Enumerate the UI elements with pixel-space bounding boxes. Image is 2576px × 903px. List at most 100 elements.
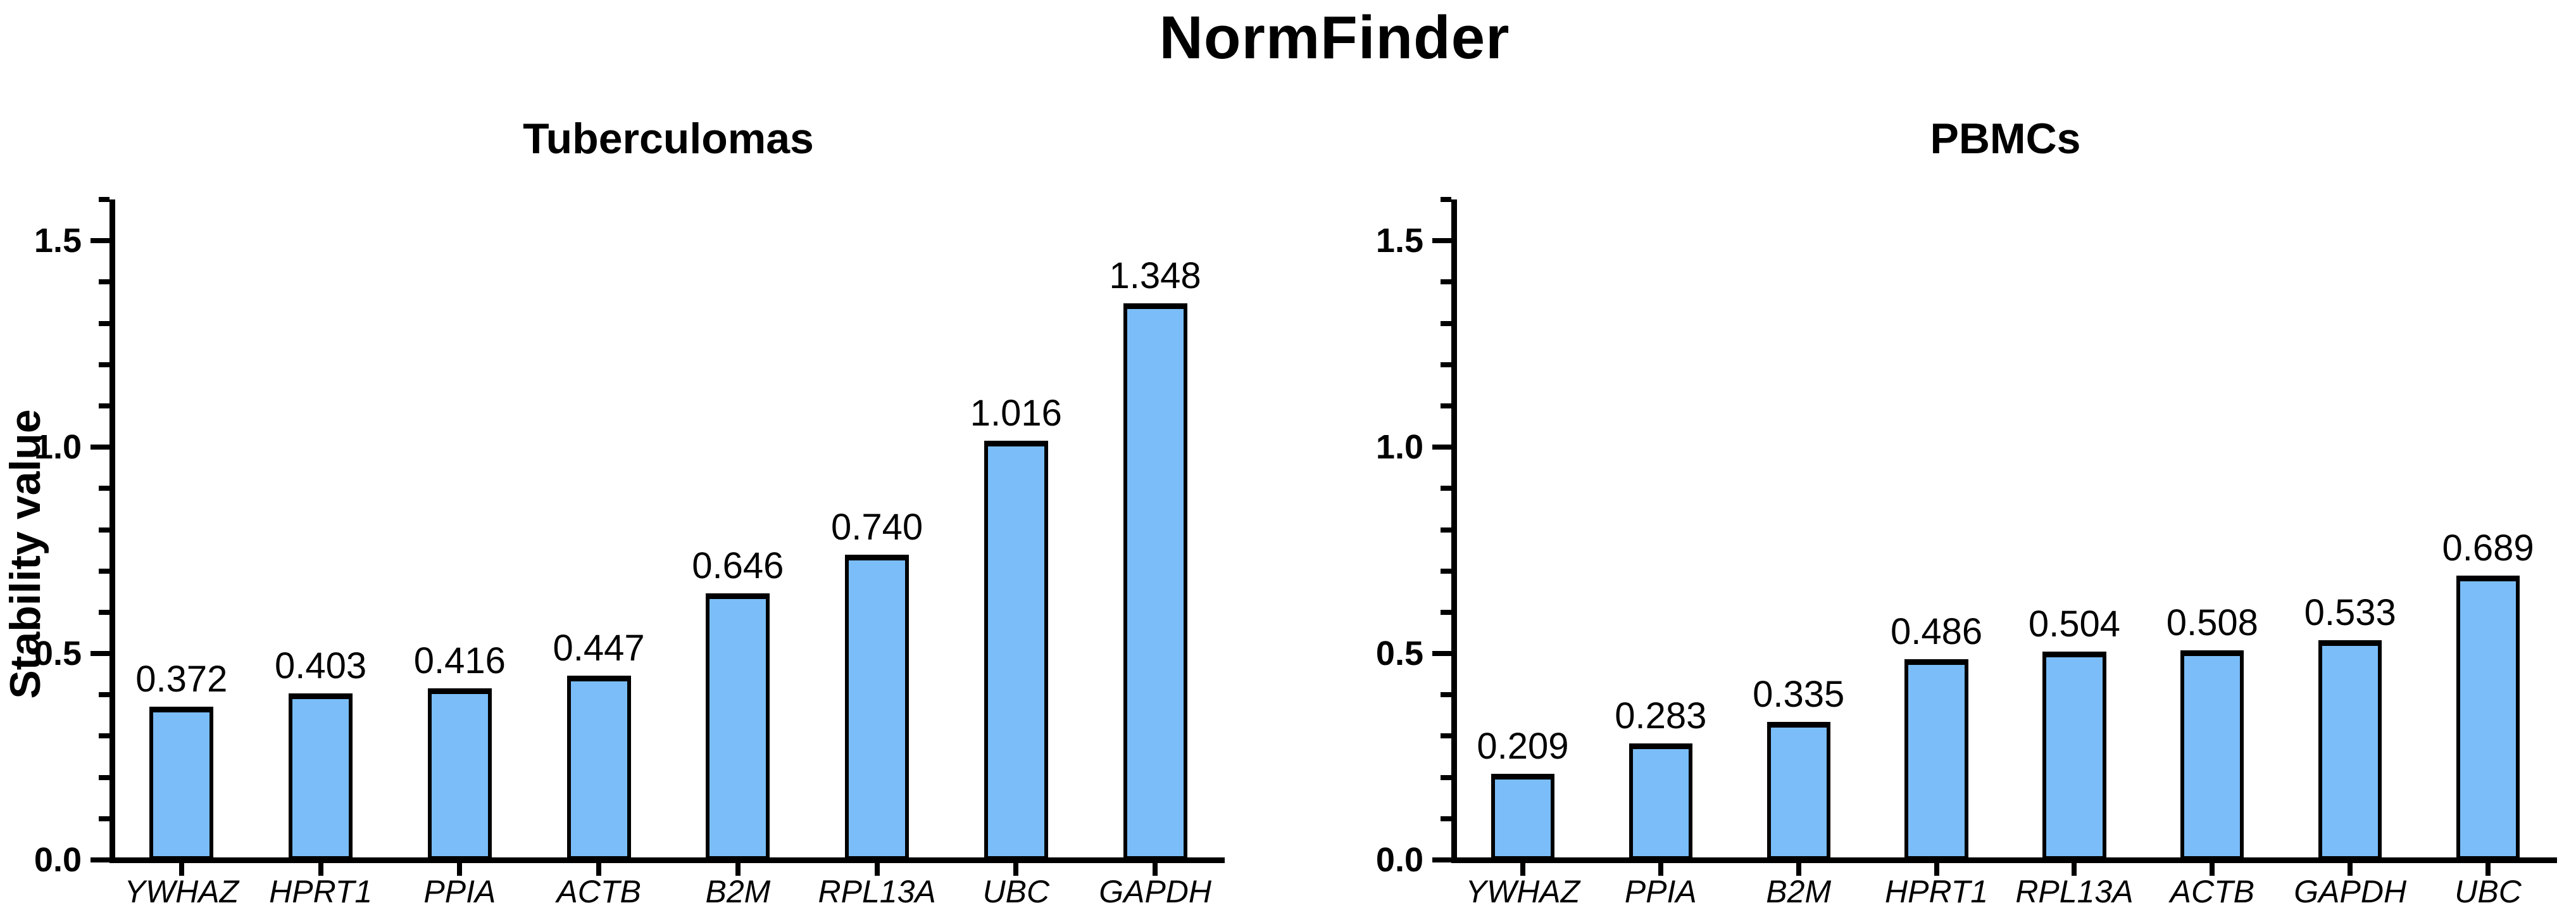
y-minor-tick xyxy=(99,362,109,367)
y-minor-tick xyxy=(1441,197,1451,202)
panel-title-pbmcs: PBMCs xyxy=(1930,115,2081,163)
y-minor-tick xyxy=(99,279,109,285)
y-tick-label: 1.5 xyxy=(1375,222,1423,260)
bar-RPL13A xyxy=(2042,652,2106,860)
bar-value-label: 0.403 xyxy=(275,645,367,687)
y-axis xyxy=(1451,199,1457,863)
x-tick-label: UBC xyxy=(982,874,1050,903)
y-minor-tick xyxy=(99,527,109,533)
plot-area-pbmcs: 0.0 0.5 1.0 1.5 0.209 YWHAZ 0.283 PPIA 0.335 B2M 0… xyxy=(1376,197,2557,903)
x-tick xyxy=(2485,863,2491,876)
bar-YWHAZ xyxy=(1491,773,1555,860)
y-minor-tick xyxy=(99,568,109,574)
x-tick xyxy=(318,863,323,876)
bar-value-label: 0.508 xyxy=(2166,602,2258,643)
bar-B2M xyxy=(1766,721,1830,860)
x-tick xyxy=(1658,863,1663,876)
y-tick-label: 1.0 xyxy=(1375,428,1423,467)
bar-value-label: 0.504 xyxy=(2028,603,2121,645)
y-minor-tick xyxy=(99,733,109,739)
x-tick-label: GAPDH xyxy=(2294,874,2407,903)
bar-HPRT1 xyxy=(289,693,353,860)
bar-GAPDH xyxy=(1123,303,1187,860)
x-tick xyxy=(2348,863,2353,876)
x-tick-label: UBC xyxy=(2454,874,2522,903)
x-tick xyxy=(2072,863,2077,876)
y-minor-tick xyxy=(1441,527,1451,533)
y-minor-tick xyxy=(1441,692,1451,698)
y-minor-tick xyxy=(99,609,109,615)
x-tick xyxy=(2210,863,2215,876)
x-tick-label: B2M xyxy=(705,874,771,903)
y-major-tick xyxy=(1432,238,1451,244)
x-tick-label: B2M xyxy=(1766,874,1832,903)
x-tick-label: PPIA xyxy=(1624,874,1697,903)
x-tick xyxy=(1013,863,1019,876)
panel-title-tuberculomas: Tuberculomas xyxy=(523,115,814,163)
x-axis xyxy=(1451,857,2557,863)
bar-value-label: 0.283 xyxy=(1615,695,1707,736)
y-major-tick xyxy=(91,445,109,450)
x-axis xyxy=(109,857,1225,863)
x-tick-label: RPL13A xyxy=(2015,874,2134,903)
bar-ACTB xyxy=(2180,650,2244,860)
x-tick xyxy=(596,863,602,876)
x-tick xyxy=(1934,863,1939,876)
x-tick-label: GAPDH xyxy=(1099,874,1212,903)
bar-value-label: 0.209 xyxy=(1477,725,1569,767)
bar-value-label: 0.533 xyxy=(2304,591,2396,633)
y-tick-label: 1.5 xyxy=(34,222,82,260)
y-minor-tick xyxy=(1441,403,1451,408)
y-major-tick xyxy=(1432,445,1451,450)
y-minor-tick xyxy=(1441,816,1451,821)
y-major-tick xyxy=(91,857,109,862)
bar-value-label: 1.348 xyxy=(1109,255,1201,297)
x-tick xyxy=(457,863,463,876)
x-tick xyxy=(735,863,741,876)
bar-B2M xyxy=(706,593,770,860)
y-minor-tick xyxy=(1441,568,1451,574)
x-tick-label: RPL13A xyxy=(818,874,936,903)
x-tick-label: PPIA xyxy=(423,874,496,903)
x-tick-label: YWHAZ xyxy=(1465,874,1580,903)
x-tick xyxy=(1796,863,1801,876)
y-major-tick xyxy=(1432,857,1451,862)
y-minor-tick xyxy=(1441,486,1451,491)
bar-UBC xyxy=(984,440,1048,860)
bar-ACTB xyxy=(566,675,631,860)
bar-PPIA xyxy=(1629,743,1692,860)
bar-HPRT1 xyxy=(1904,659,1968,860)
x-tick-label: ACTB xyxy=(2170,874,2254,903)
y-minor-tick xyxy=(1441,279,1451,285)
bar-GAPDH xyxy=(2318,640,2382,860)
y-minor-tick xyxy=(1441,733,1451,739)
bar-value-label: 0.447 xyxy=(553,627,645,669)
y-tick-label: 0.0 xyxy=(34,841,82,879)
x-tick xyxy=(874,863,880,876)
y-tick-label: 0.5 xyxy=(1375,635,1423,673)
y-minor-tick xyxy=(99,816,109,821)
y-minor-tick xyxy=(99,197,109,202)
y-minor-tick xyxy=(99,320,109,326)
bar-YWHAZ xyxy=(149,706,214,860)
y-minor-tick xyxy=(99,692,109,698)
y-tick-label: 1.0 xyxy=(34,428,82,467)
y-major-tick xyxy=(1432,651,1451,657)
y-major-tick xyxy=(91,238,109,244)
bar-value-label: 0.486 xyxy=(1890,611,1983,653)
chart-title: NormFinder xyxy=(1159,4,1510,72)
x-tick-label: HPRT1 xyxy=(269,874,373,903)
bar-value-label: 0.689 xyxy=(2442,527,2534,569)
y-minor-tick xyxy=(1441,320,1451,326)
bar-value-label: 0.335 xyxy=(1753,673,1845,715)
y-major-tick xyxy=(91,651,109,657)
bar-RPL13A xyxy=(845,554,910,860)
y-minor-tick xyxy=(1441,774,1451,780)
bar-value-label: 0.646 xyxy=(692,545,784,586)
bar-value-label: 0.740 xyxy=(831,506,923,548)
bar-value-label: 0.372 xyxy=(135,658,228,700)
x-tick-label: YWHAZ xyxy=(124,874,239,903)
bar-UBC xyxy=(2456,575,2520,860)
y-tick-label: 0.0 xyxy=(1375,841,1423,879)
